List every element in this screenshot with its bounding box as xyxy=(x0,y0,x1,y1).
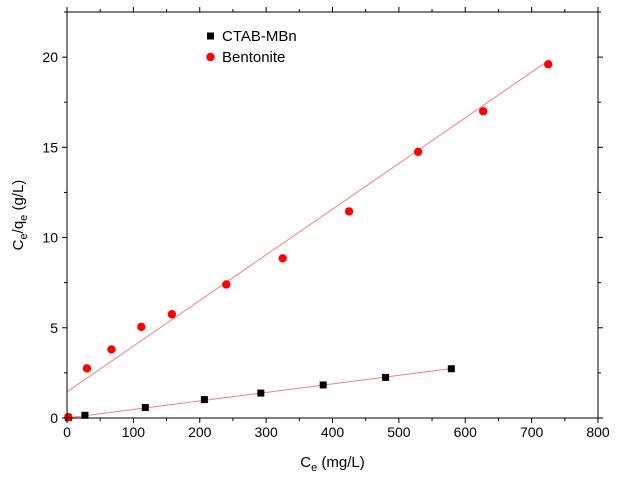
y-axis-label: Ce/qe (g/L) xyxy=(10,180,30,251)
data-point-bentonite xyxy=(64,412,73,422)
data-point-ctab-mbn xyxy=(81,411,89,419)
y-tick-label: 15 xyxy=(42,139,58,155)
x-tick-label: 300 xyxy=(254,424,278,440)
x-tick-label: 100 xyxy=(122,424,146,440)
data-point-bentonite xyxy=(413,147,423,157)
legend: CTAB-MBn Bentonite xyxy=(180,24,330,69)
fit-line-bentonite xyxy=(66,59,550,393)
data-point-ctab-mbn xyxy=(257,389,265,397)
y-tick-label: 20 xyxy=(42,49,58,65)
data-point-ctab-mbn xyxy=(447,365,455,373)
data-point-bentonite xyxy=(222,280,231,289)
data-point-bentonite xyxy=(344,207,354,216)
x-tick-label: 400 xyxy=(321,424,345,440)
data-point-bentonite xyxy=(107,345,116,354)
x-axis-label: Ce (mg/L) xyxy=(300,454,364,474)
x-tick-label: 800 xyxy=(586,424,610,440)
y-tick-label: 0 xyxy=(50,410,58,426)
data-point-bentonite xyxy=(478,107,488,116)
data-point-ctab-mbn xyxy=(200,396,208,404)
y-tick-label: 10 xyxy=(42,230,58,246)
legend-marker-bentonite xyxy=(206,52,215,62)
x-tick-label: 500 xyxy=(387,424,411,440)
legend-label-bentonite: Bentonite xyxy=(222,49,285,66)
x-tick-label: 700 xyxy=(520,424,544,440)
data-point-bentonite xyxy=(82,364,92,373)
legend-box xyxy=(180,24,330,69)
data-point-ctab-mbn xyxy=(319,381,327,389)
legend-marker-ctab-mbn xyxy=(207,32,214,40)
data-point-bentonite xyxy=(167,310,177,319)
axis-ticks: 0 100 200 300 400 500 600 700 800 0 5 10 15 20 xyxy=(42,7,610,440)
x-tick-label: 200 xyxy=(188,424,212,440)
x-tick-label: 0 xyxy=(63,424,71,440)
y-tick-label: 5 xyxy=(50,320,58,336)
data-point-bentonite xyxy=(137,322,146,332)
axis-labels: Ce (mg/L) Ce/qe (g/L) xyxy=(10,180,365,474)
data-point-bentonite xyxy=(278,254,287,263)
data-point-ctab-mbn xyxy=(141,404,149,412)
legend-label-ctab-mbn: CTAB-MBn xyxy=(222,28,297,45)
data-point-bentonite xyxy=(544,60,553,69)
x-tick-label: 600 xyxy=(454,424,478,440)
data-point-ctab-mbn xyxy=(382,373,390,381)
